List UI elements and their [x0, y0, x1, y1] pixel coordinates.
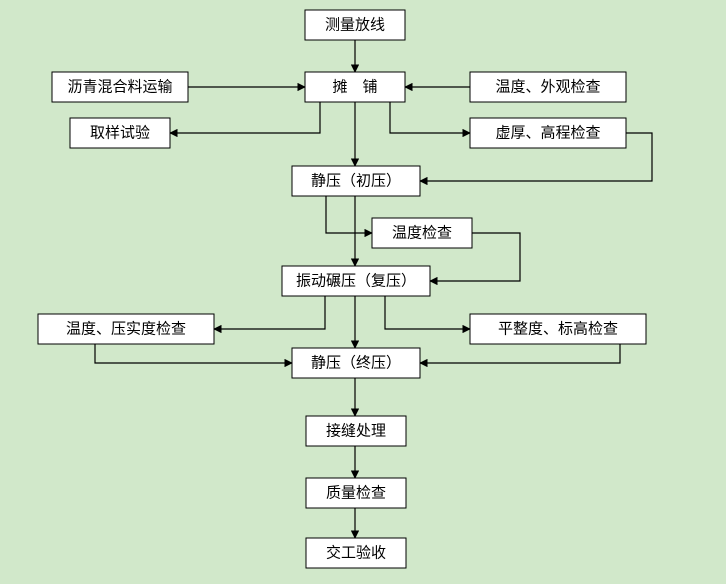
flow-node-label: 振动碾压（复压）	[296, 271, 416, 289]
flow-node-label: 沥青混合料运输	[67, 78, 172, 95]
flow-node-label: 交工验收	[326, 543, 386, 561]
flow-node-label: 温度检查	[392, 224, 452, 241]
flow-node-label: 取样试验	[90, 124, 150, 141]
flow-edge-e5	[390, 102, 470, 133]
flow-node-n4: 取样试验	[70, 118, 170, 148]
flow-node-n7: 静压（初压）	[292, 166, 420, 196]
flow-edge-e14	[95, 344, 292, 363]
flow-node-n10: 温度、压实度检查	[38, 314, 214, 344]
flow-node-n6: 虚厚、高程检查	[470, 118, 626, 148]
flow-node-n11: 平整度、标高检查	[470, 314, 646, 344]
flow-node-n3: 沥青混合料运输	[52, 72, 188, 102]
flow-node-n13: 接缝处理	[306, 416, 406, 446]
flow-node-n9: 振动碾压（复压）	[282, 266, 430, 296]
flow-edge-e13	[385, 296, 470, 329]
flow-node-n14: 质量检查	[306, 478, 406, 508]
flow-node-label: 虚厚、高程检查	[495, 124, 600, 141]
flow-node-label: 温度、压实度检查	[66, 320, 186, 337]
flow-node-n15: 交工验收	[306, 538, 406, 568]
flow-node-n2: 摊 铺	[305, 72, 405, 102]
flow-node-label: 质量检查	[326, 484, 386, 501]
flow-node-label: 测量放线	[325, 16, 385, 33]
flow-node-label: 平整度、标高检查	[498, 320, 618, 337]
flow-edge-e4	[170, 102, 320, 133]
flow-edge-e12	[214, 296, 325, 329]
flow-node-label: 静压（初压）	[311, 172, 401, 189]
flow-node-label: 温度、外观检查	[495, 78, 600, 95]
flow-node-n5: 温度、外观检查	[470, 72, 626, 102]
flow-edge-e15	[420, 344, 620, 363]
flow-node-label: 摊 铺	[332, 78, 377, 95]
flow-edge-e8	[326, 196, 372, 233]
flow-node-n8: 温度检查	[372, 218, 472, 248]
flow-node-n1: 测量放线	[305, 10, 405, 40]
flow-node-n12: 静压（终压）	[292, 348, 420, 378]
flow-node-label: 接缝处理	[326, 422, 386, 439]
flow-node-label: 静压（终压）	[311, 354, 401, 371]
